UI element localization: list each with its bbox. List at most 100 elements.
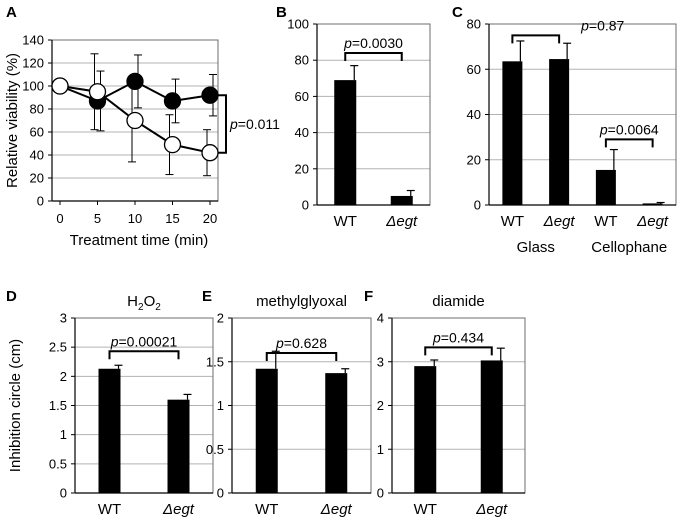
point-filled-3 (163, 92, 182, 110)
ytick-label-B-0: 0 (302, 198, 309, 213)
ytick-label-D-4: 2 (60, 369, 67, 384)
ytick-label-A-2: 40 (30, 148, 44, 163)
p-value-label-C-0: p=0.87 (580, 17, 624, 33)
ytick-label-B-1: 20 (295, 161, 309, 176)
ytick-label-D-1: 0.5 (49, 456, 67, 471)
significance-bracket-C-1 (604, 138, 654, 148)
bar-D-0 (98, 368, 121, 493)
p-value-label-E-0: p=0.628 (275, 335, 327, 351)
ytick-label-B-3: 60 (295, 89, 309, 104)
ytick-label-E-4: 2 (217, 311, 224, 326)
ytick-label-D-5: 2.5 (49, 340, 67, 355)
category-label-B-1: Δegt (385, 213, 418, 230)
y-axis-title-D: Inhibition circle (cm) (7, 339, 24, 472)
panel-letter-C: C (452, 4, 463, 21)
p-value-label-B-0: p=0.0030 (343, 35, 403, 51)
xtick-label-A-3: 15 (165, 211, 179, 226)
bar-B-1 (390, 195, 413, 205)
panel-letter-F: F (364, 288, 373, 305)
category-label-F-0: WT (414, 501, 437, 518)
ytick-label-F-3: 3 (377, 354, 384, 369)
category-label-D-0: WT (98, 501, 121, 518)
ytick-label-B-2: 40 (295, 125, 309, 140)
category-label-F-1: Δegt (475, 501, 508, 518)
xtick-label-A-2: 10 (128, 211, 142, 226)
panel-C: C 0 20 40 60 80 WT Δegt WT Δegt p=0.87 p=0.0064 Glas… (452, 4, 677, 256)
ytick-label-A-4: 80 (30, 102, 44, 117)
panel-letter-A: A (6, 4, 17, 21)
category-label-D-1: Δegt (162, 501, 195, 518)
y-axis-title-A: Relative viability (%) (4, 53, 21, 188)
point-open-4 (201, 144, 219, 162)
ytick-label-C-4: 80 (467, 17, 481, 32)
panel-title-E: methylglyoxal (256, 293, 347, 310)
ytick-label-F-4: 4 (377, 311, 384, 326)
group-label-C-0: Glass (517, 239, 555, 256)
xtick-label-A-1: 5 (94, 211, 101, 226)
ytick-label-C-3: 60 (467, 62, 481, 77)
plot-frame-B (316, 23, 431, 206)
panel-letter-B: B (276, 4, 287, 21)
ytick-label-F-2: 2 (377, 398, 384, 413)
ytick-label-A-7: 140 (22, 33, 44, 48)
bar-C-3 (642, 203, 663, 205)
ytick-label-A-1: 20 (30, 171, 44, 186)
point-open-1 (88, 83, 107, 101)
bar-F-1 (480, 360, 503, 493)
panel-title-F: diamide (432, 293, 485, 310)
ytick-label-E-0: 0 (217, 486, 224, 501)
point-open-3 (163, 135, 182, 154)
ytick-label-E-1: 0.5 (206, 442, 224, 457)
ytick-label-C-0: 0 (474, 198, 481, 213)
significance-bracket-B-0 (344, 51, 403, 61)
ytick-label-A-3: 60 (30, 125, 44, 140)
xtick-label-A-0: 0 (56, 211, 63, 226)
bar-F-0 (414, 366, 437, 493)
x-axis-title-A: Treatment time (min) (70, 232, 209, 249)
group-label-C-1: Cellophane (591, 239, 667, 256)
panel-A: A 0 20 40 60 80 100 120 140 0 5 10 15 20 p=0.011 Relati… (4, 4, 280, 249)
p-value-label-D-0: p=0.00021 (110, 333, 178, 349)
ytick-label-D-0: 0 (60, 486, 67, 501)
category-label-C-2: WT (594, 213, 617, 230)
bar-C-2 (595, 169, 616, 205)
panel-E: E 0 0.5 1 1.5 2 WT Δegt p=0.628 methylglyoxal (202, 288, 372, 518)
ytick-label-F-0: 0 (377, 486, 384, 501)
category-label-E-1: Δegt (320, 501, 353, 518)
panel-B: B 0 20 40 60 80 100 WT Δegt p=0.0030 (276, 4, 431, 230)
point-filled-2 (126, 72, 144, 91)
category-label-C-0: WT (501, 213, 524, 230)
bar-E-0 (255, 368, 278, 493)
category-label-B-0: WT (334, 213, 357, 230)
significance-bracket-F-0 (424, 346, 493, 356)
panel-title-D: H2O2 (127, 293, 161, 313)
panel-D: D 0 0.5 1 1.5 2 2.5 3 WT Δegt p=0.00021 H2O2 Inhibit… (6, 288, 214, 518)
ytick-label-A-0: 0 (37, 194, 44, 209)
ytick-label-D-2: 1 (60, 427, 67, 442)
point-open-0 (51, 77, 69, 95)
ytick-label-D-3: 1.5 (49, 398, 67, 413)
ytick-label-C-1: 20 (467, 152, 481, 167)
panel-letter-E: E (202, 288, 212, 305)
bar-E-1 (325, 373, 348, 493)
ytick-label-D-6: 3 (60, 311, 67, 326)
ytick-label-E-2: 1 (217, 398, 224, 413)
point-open-2 (126, 111, 144, 130)
significance-bracket-C-0 (511, 34, 561, 44)
category-label-E-0: WT (255, 501, 278, 518)
p-value-label-C-1: p=0.0064 (599, 121, 659, 137)
significance-bracket-A (218, 94, 227, 154)
ytick-label-C-2: 40 (467, 107, 481, 122)
point-filled-4 (201, 86, 219, 104)
bar-C-1 (549, 59, 570, 205)
xtick-label-A-4: 20 (203, 211, 217, 226)
panel-letter-D: D (6, 288, 17, 305)
ytick-label-B-4: 80 (295, 53, 309, 68)
bar-B-0 (334, 80, 357, 205)
bar-C-0 (502, 61, 523, 205)
bar-D-1 (167, 399, 190, 493)
ytick-label-F-1: 1 (377, 442, 384, 457)
p-value-label-A: p=0.011 (229, 116, 280, 132)
ytick-label-E-3: 1.5 (206, 354, 224, 369)
